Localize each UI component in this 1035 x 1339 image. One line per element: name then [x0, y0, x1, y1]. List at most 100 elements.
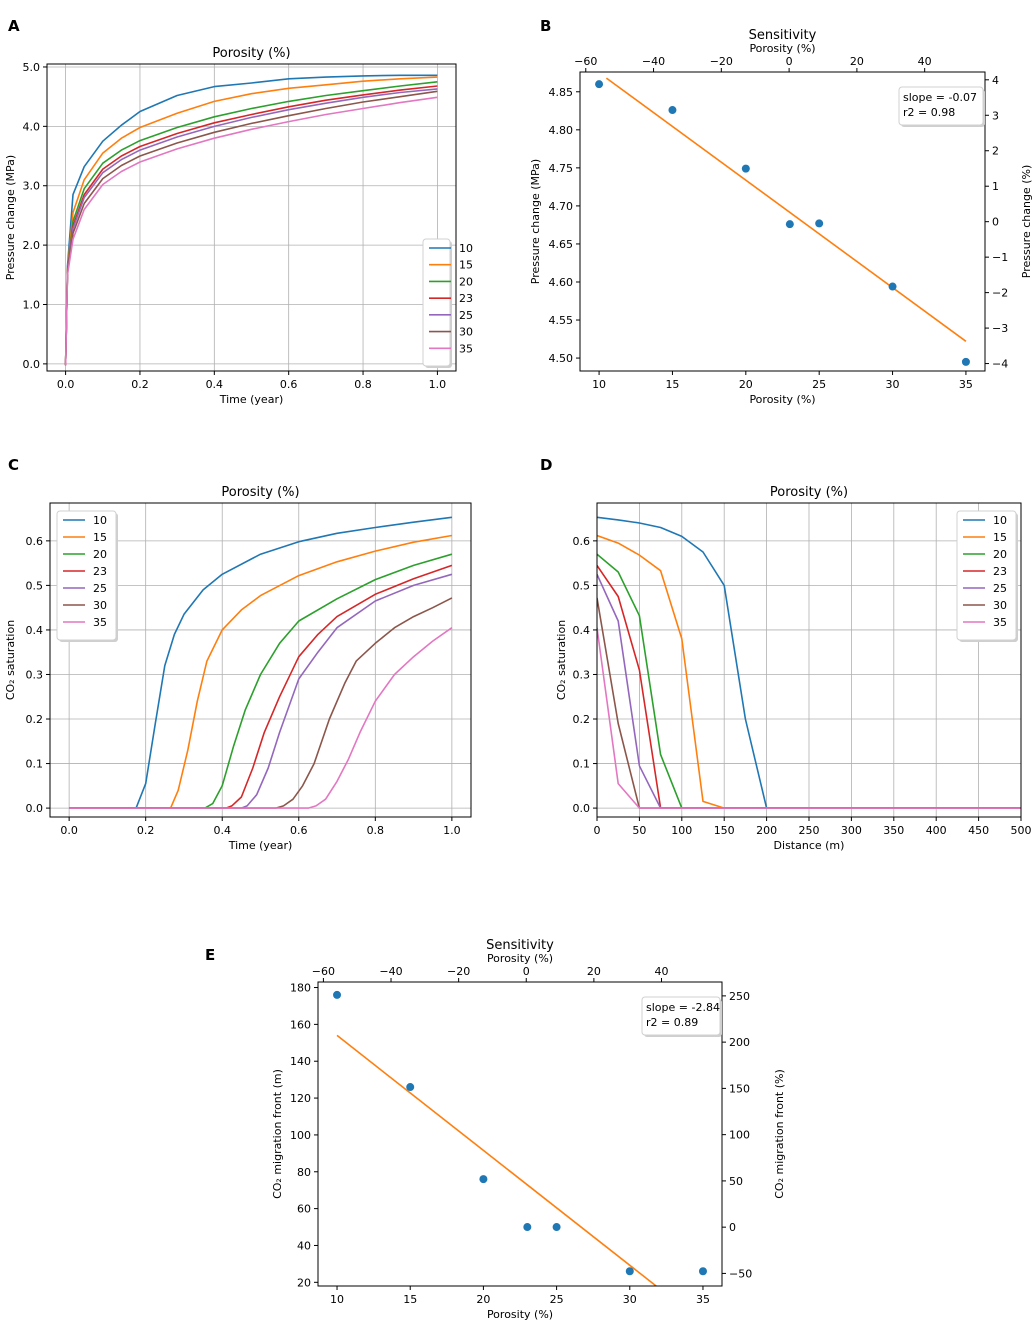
series-line-10	[64, 74, 438, 366]
data-point	[668, 106, 677, 115]
series-line-30	[64, 90, 438, 366]
y-tick-label: 3.0	[23, 180, 41, 193]
series-line-15	[597, 534, 1021, 809]
series-line-10	[597, 516, 1021, 809]
data-point	[523, 1223, 532, 1232]
y-tick-label: 0.3	[26, 668, 44, 681]
top-x-tick-label: −40	[642, 55, 665, 68]
x-axis-label: Distance (m)	[774, 839, 845, 852]
data-point	[479, 1175, 488, 1184]
x-tick-label: 1.0	[429, 378, 447, 391]
x-tick-label: 25	[812, 378, 826, 391]
series-line-35	[597, 627, 1021, 809]
right-y-tick-label: 150	[729, 1082, 750, 1095]
stats-frame	[641, 996, 721, 1036]
right-y-tick-label: −2	[992, 287, 1008, 300]
legend-box	[56, 510, 117, 641]
y-tick-label: 0.4	[26, 624, 44, 637]
x-tick-label: 0	[594, 824, 601, 837]
series-line-30	[69, 597, 453, 809]
top-x-axis-label: Porosity (%)	[749, 42, 815, 55]
y-tick-label: 4.65	[549, 238, 574, 251]
legend-label-15: 15	[459, 259, 473, 272]
right-y-tick-label: −4	[992, 358, 1008, 371]
x-tick-label: 0.8	[367, 824, 385, 837]
series-line-35	[64, 96, 438, 366]
chart-title: Porosity (%)	[221, 485, 299, 500]
stats-line: r2 = 0.98	[903, 106, 955, 119]
y-tick-label: 0.0	[573, 802, 591, 815]
legend-label-25: 25	[459, 309, 473, 322]
y-tick-label: 0.6	[573, 535, 591, 548]
x-tick-label: 450	[968, 824, 989, 837]
y-tick-label: 0.1	[573, 758, 591, 771]
x-axis-label: Porosity (%)	[749, 393, 815, 406]
legend-label-10: 10	[993, 514, 1007, 527]
panel-label-a: A	[8, 17, 20, 35]
y-tick-label: 180	[290, 982, 311, 995]
x-tick-label: 150	[714, 824, 735, 837]
stats-line: slope = -2.84	[646, 1001, 720, 1014]
data-point	[888, 282, 897, 291]
y-tick-label: 4.0	[23, 120, 41, 133]
y-tick-label: 0.2	[26, 713, 44, 726]
legend-box	[956, 510, 1017, 641]
axes-frame	[49, 502, 472, 818]
y-tick-label: 0.5	[573, 579, 591, 592]
x-tick-label: 35	[696, 1293, 710, 1306]
legend-label-25: 25	[93, 582, 107, 595]
legend: 10 15 20 23 25 30 35	[422, 238, 473, 368]
right-y-tick-label: −1	[992, 251, 1008, 264]
x-tick-label: 15	[403, 1293, 417, 1306]
series-line-35	[69, 627, 453, 809]
data-point	[698, 1267, 707, 1276]
legend-label-10: 10	[459, 242, 473, 255]
legend-label-35: 35	[993, 616, 1007, 629]
right-y-tick-label: −50	[729, 1267, 752, 1280]
y-tick-label: 0.0	[26, 802, 44, 815]
y-tick-label: 0.2	[573, 713, 591, 726]
plot-area	[69, 516, 453, 809]
data-point	[625, 1267, 634, 1276]
chart-title: Porosity (%)	[770, 485, 848, 500]
right-y-axis-label: Pressure change (%)	[1020, 165, 1033, 278]
x-tick-label: 10	[330, 1293, 344, 1306]
x-tick-label: 0.6	[280, 378, 298, 391]
chart-title: Sensitivity	[486, 938, 554, 953]
y-tick-label: 60	[297, 1203, 311, 1216]
chart-title: Sensitivity	[749, 28, 817, 43]
top-x-tick-label: −20	[710, 55, 733, 68]
data-point	[552, 1223, 561, 1232]
x-axis-label: Porosity (%)	[487, 1308, 553, 1321]
x-tick-label: 20	[476, 1293, 490, 1306]
x-tick-label: 20	[739, 378, 753, 391]
y-tick-label: 0.4	[573, 624, 591, 637]
x-tick-label: 1.0	[443, 824, 461, 837]
legend: 10 15 20 23 25 30 35	[956, 510, 1018, 642]
x-tick-label: 30	[886, 378, 900, 391]
fit-line	[605, 77, 967, 342]
y-tick-label: 5.0	[23, 61, 41, 74]
top-x-tick-label: 20	[850, 55, 864, 68]
x-axis-label: Time (year)	[228, 839, 293, 852]
data-point	[333, 990, 342, 999]
x-tick-label: 300	[841, 824, 862, 837]
right-y-tick-label: 2	[992, 145, 999, 158]
y-tick-label: 120	[290, 1092, 311, 1105]
axes-frame	[317, 981, 723, 1287]
legend-label-30: 30	[459, 326, 473, 339]
y-tick-label: 80	[297, 1166, 311, 1179]
plot-area	[595, 77, 970, 366]
top-x-tick-label: −60	[312, 965, 335, 978]
y-tick-label: 20	[297, 1276, 311, 1289]
panel-d: D 0 50 100 150 200 250 300 350 400 450 500 0.0 0.1 0.2…	[540, 456, 1032, 852]
right-y-tick-label: 0	[992, 216, 999, 229]
stats-box: slope = -0.07 r2 = 0.98	[898, 86, 985, 127]
legend-label-15: 15	[993, 531, 1007, 544]
series-line-20	[69, 553, 453, 809]
stats-frame	[898, 86, 984, 126]
legend-label-23: 23	[459, 292, 473, 305]
x-tick-label: 10	[592, 378, 606, 391]
y-axis-label: Pressure change (MPa)	[4, 155, 17, 280]
